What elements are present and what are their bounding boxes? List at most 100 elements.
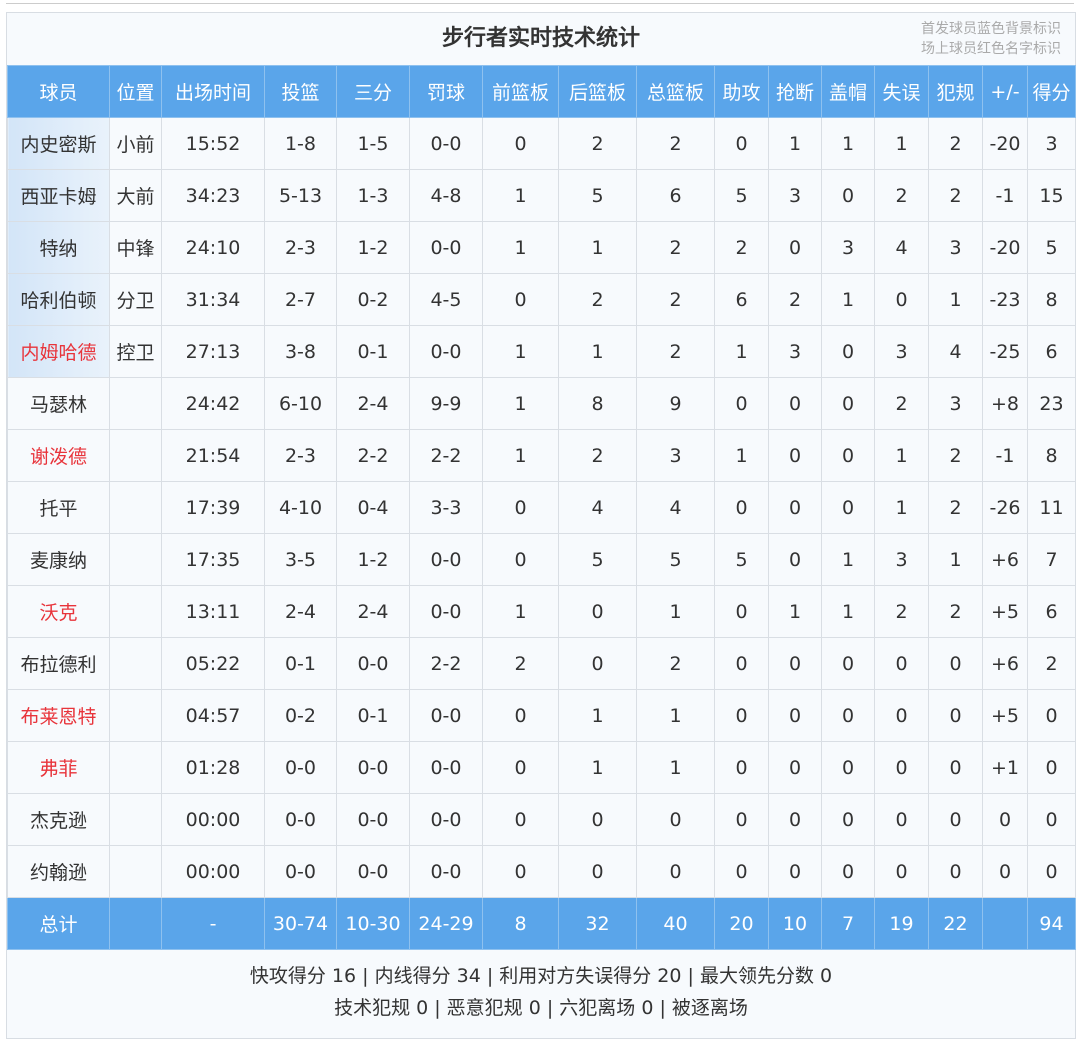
column-header: 盖帽 (821, 65, 875, 118)
stat-cell: 2 (636, 325, 715, 378)
stat-cell: 01:28 (161, 741, 265, 794)
stat-cell: 0 (482, 845, 559, 898)
stat-cell: 0 (558, 637, 637, 690)
stat-cell: 0 (482, 793, 559, 846)
stat-cell: 1 (821, 585, 875, 638)
stat-cell: 2 (928, 117, 983, 170)
column-header: 得分 (1027, 65, 1076, 118)
stat-cell: 0-0 (409, 221, 483, 274)
table-row: 杰克逊 00:00 0-0 0-0 0-0 0 0 0 0 0 0 0 0 0 0 (7, 793, 1076, 846)
stat-cell: 1-2 (336, 533, 410, 586)
stat-cell: 1-5 (336, 117, 410, 170)
stat-cell: +6 (982, 533, 1028, 586)
stat-cell: 0 (982, 845, 1028, 898)
stat-cell: 1 (874, 481, 929, 534)
player-position (109, 793, 162, 846)
totals-label: 总计 (7, 897, 110, 950)
stat-cell: 8 (1027, 273, 1076, 326)
stat-cell: 2-7 (264, 273, 337, 326)
table-row: 西亚卡姆 大前 34:23 5-13 1-3 4-8 1 5 6 5 3 0 2 2 -1 15 (7, 169, 1076, 222)
stat-cell: 1 (482, 325, 559, 378)
stat-cell: 1 (874, 117, 929, 170)
stat-cell: 0-1 (336, 325, 410, 378)
stat-cell: 4-8 (409, 169, 483, 222)
stat-cell: 1 (636, 741, 715, 794)
stat-cell: 17:39 (161, 481, 265, 534)
top-divider (6, 3, 1074, 4)
player-name: 哈利伯顿 (7, 273, 110, 326)
stat-cell: 0 (768, 793, 822, 846)
stat-cell: 2 (636, 637, 715, 690)
stat-cell: 0 (714, 377, 769, 430)
stat-cell: 0-0 (409, 325, 483, 378)
stat-cell: 2-4 (264, 585, 337, 638)
stat-cell: 0 (1027, 845, 1076, 898)
stat-cell: 6 (1027, 585, 1076, 638)
stat-cell: 27:13 (161, 325, 265, 378)
column-header: 出场时间 (161, 65, 265, 118)
player-position (109, 845, 162, 898)
stat-cell: 3 (1027, 117, 1076, 170)
stat-cell: 0-0 (409, 689, 483, 742)
stat-cell: 4 (928, 325, 983, 378)
stat-cell: 0 (768, 429, 822, 482)
stat-cell: 0-0 (336, 741, 410, 794)
stat-cell: 4-5 (409, 273, 483, 326)
stat-cell: 2 (636, 273, 715, 326)
stat-cell: -25 (982, 325, 1028, 378)
stat-cell: 5 (1027, 221, 1076, 274)
stat-cell: 0 (1027, 793, 1076, 846)
totals-cell: 19 (874, 897, 929, 950)
player-name: 沃克 (7, 585, 110, 638)
stat-cell: 21:54 (161, 429, 265, 482)
stat-cell: 0 (714, 845, 769, 898)
stat-cell: 0 (928, 637, 983, 690)
stat-cell: 05:22 (161, 637, 265, 690)
totals-row: 总计 -30-74 10-30 24-29 8 32 40 20 10 7 19 22 94 (7, 897, 1076, 950)
stat-cell: 1 (928, 533, 983, 586)
player-name: 布莱恩特 (7, 689, 110, 742)
stat-cell: 0 (482, 741, 559, 794)
stat-cell: 2-2 (336, 429, 410, 482)
stat-cell: 0-0 (264, 741, 337, 794)
player-name: 内史密斯 (7, 117, 110, 170)
stat-cell: 8 (1027, 429, 1076, 482)
stat-cell: 1 (482, 221, 559, 274)
stat-cell: 2 (928, 481, 983, 534)
stat-cell: 1 (874, 429, 929, 482)
totals-cell: 24-29 (409, 897, 483, 950)
column-header: 位置 (109, 65, 162, 118)
totals-cell: 10 (768, 897, 822, 950)
stat-cell: 0 (874, 637, 929, 690)
stat-cell: 0 (874, 273, 929, 326)
stat-cell: 15:52 (161, 117, 265, 170)
stat-cell: 4-10 (264, 481, 337, 534)
player-position (109, 689, 162, 742)
player-name: 约翰逊 (7, 845, 110, 898)
stat-cell: -1 (982, 169, 1028, 222)
stat-cell: 1 (821, 533, 875, 586)
player-position (109, 377, 162, 430)
stat-cell: 3-3 (409, 481, 483, 534)
stat-cell: 0-2 (336, 273, 410, 326)
stat-cell: +5 (982, 689, 1028, 742)
stat-cell: 17:35 (161, 533, 265, 586)
stat-cell: 0-0 (336, 637, 410, 690)
stat-cell: 2 (558, 117, 637, 170)
legend-on-court: 场上球员红色名字标识 (921, 41, 1061, 57)
stat-cell: 1 (928, 273, 983, 326)
totals-cell: 30-74 (264, 897, 337, 950)
legend: 首发球员蓝色背景标识 场上球员红色名字标识 (921, 19, 1061, 59)
stat-cell: 5 (714, 533, 769, 586)
player-position (109, 741, 162, 794)
stat-cell: 0 (874, 741, 929, 794)
stat-cell: 2 (928, 169, 983, 222)
stat-cell: 0 (874, 689, 929, 742)
stat-cell: 0 (714, 741, 769, 794)
stat-cell: 5 (558, 533, 637, 586)
stat-cell: 13:11 (161, 585, 265, 638)
stat-cell: 2-3 (264, 429, 337, 482)
stat-cell: 2 (1027, 637, 1076, 690)
totals-cell: 22 (928, 897, 983, 950)
column-header: 三分 (336, 65, 410, 118)
